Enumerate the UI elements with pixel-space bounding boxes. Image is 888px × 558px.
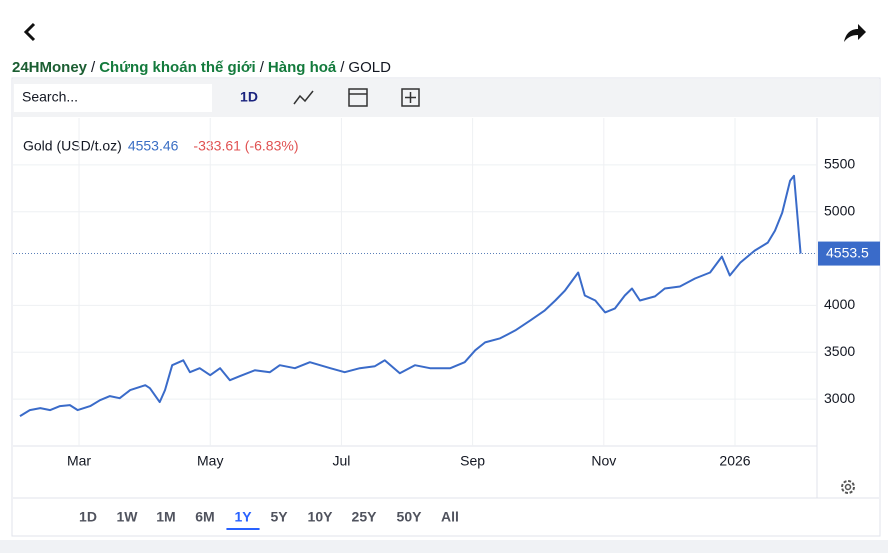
chart-type-icon[interactable]: [293, 90, 314, 105]
page-footer: [0, 540, 888, 553]
price-line: [19, 174, 802, 417]
x-tick-label: Jul: [332, 453, 350, 469]
calendar-icon[interactable]: [348, 88, 368, 107]
y-tick-label: 3500: [824, 343, 855, 359]
y-tick-label: 5000: [824, 202, 855, 218]
breadcrumb-item[interactable]: Hàng hoá: [268, 59, 337, 76]
share-button[interactable]: [844, 24, 866, 42]
x-tick-label: Sep: [460, 453, 485, 469]
settings-icon[interactable]: [841, 480, 855, 494]
range-button[interactable]: 1Y: [234, 509, 252, 525]
legend-change: -333.61 (-6.83%): [193, 138, 298, 154]
x-tick-label: Mar: [67, 453, 91, 469]
y-tick-label: 4000: [824, 296, 855, 312]
legend-name: Gold (USD/t.oz): [23, 138, 122, 154]
add-icon[interactable]: [401, 88, 420, 107]
breadcrumb: 24HMoney / Chứng khoán thế giới / Hàng hoá / G…: [12, 59, 391, 76]
last-price-label: 4553.5: [826, 244, 869, 260]
range-button[interactable]: 1W: [117, 509, 139, 525]
search-placeholder[interactable]: Search...: [22, 89, 78, 105]
last-price-badge: [818, 241, 880, 266]
back-button[interactable]: [23, 22, 36, 42]
range-button[interactable]: All: [441, 509, 459, 525]
breadcrumb-item[interactable]: 24HMoney: [12, 59, 88, 76]
breadcrumb-separator: /: [91, 59, 96, 76]
x-tick-label: 2026: [719, 453, 750, 469]
range-button[interactable]: 50Y: [397, 509, 423, 525]
search-box[interactable]: [14, 84, 212, 112]
x-tick-label: May: [197, 453, 223, 469]
legend-price: 4553.46: [128, 138, 179, 154]
breadcrumb-item[interactable]: Chứng khoán thế giới: [99, 59, 256, 76]
x-tick-label: Nov: [591, 453, 616, 469]
breadcrumb-separator: /: [260, 59, 265, 76]
range-button[interactable]: 6M: [195, 509, 214, 525]
range-button[interactable]: 1M: [156, 509, 175, 525]
range-button[interactable]: 5Y: [270, 509, 288, 525]
range-button[interactable]: 1D: [79, 509, 97, 525]
range-button[interactable]: 25Y: [352, 509, 378, 525]
y-tick-label: 3000: [824, 390, 855, 406]
range-button[interactable]: 10Y: [308, 509, 334, 525]
breadcrumb-item: GOLD: [348, 59, 391, 76]
y-tick-label: 5500: [824, 156, 855, 172]
interval-button[interactable]: 1D: [240, 89, 258, 105]
breadcrumb-separator: /: [340, 59, 345, 76]
